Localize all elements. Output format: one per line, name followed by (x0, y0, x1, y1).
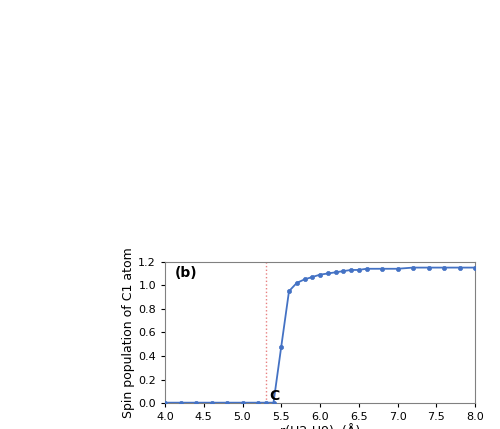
Y-axis label: Spin population of C1 atom: Spin population of C1 atom (122, 247, 136, 418)
X-axis label: r(H2-H9)  (Å): r(H2-H9) (Å) (280, 425, 360, 429)
Text: C: C (270, 389, 280, 403)
Text: (b): (b) (174, 266, 197, 280)
